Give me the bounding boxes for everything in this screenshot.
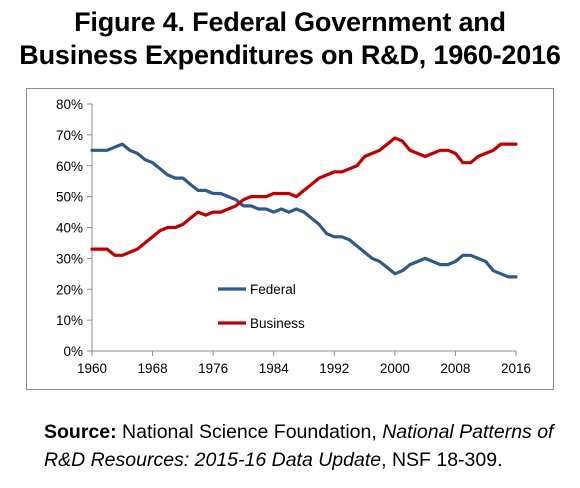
y-tick-label: 80%: [56, 97, 83, 112]
legend-label-business: Business: [250, 316, 305, 331]
x-tick-label: 1976: [198, 361, 228, 376]
title-line-1: Figure 4. Federal Government and: [74, 7, 506, 37]
legend-label-federal: Federal: [250, 282, 296, 297]
source-note: Source: National Science Foundation, Nat…: [44, 418, 574, 474]
source-text-1: National Science Foundation,: [116, 421, 383, 443]
y-tick-label: 60%: [56, 159, 83, 174]
x-tick-label: 1968: [138, 361, 168, 376]
series-line-federal: [90, 142, 518, 279]
source-label: Source:: [44, 421, 117, 443]
y-tick-label: 40%: [56, 221, 83, 236]
chart-frame: [26, 88, 554, 390]
title-line-2: Business Expenditures on R&D, 1960-2016: [19, 40, 561, 70]
x-tick-label: 1992: [319, 361, 349, 376]
chart-title: Figure 4. Federal Government and Busines…: [0, 6, 580, 72]
y-tick-label: 30%: [56, 251, 83, 266]
y-tick-label: 70%: [56, 128, 83, 143]
x-tick-label: 1984: [259, 361, 290, 376]
x-tick-label: 2008: [440, 361, 470, 376]
y-tick-label: 50%: [56, 190, 83, 205]
source-publication: National Patterns of R&D Resources: 2015…: [44, 421, 554, 471]
source-text-2: , NSF 18-309.: [381, 449, 503, 471]
legend-box: [215, 272, 327, 340]
series-line-business: [90, 136, 518, 257]
line-chart: 0% 10% 20% 30% 40% 50% 60% 70% 80% 1960 1968 1976 19…: [56, 97, 531, 376]
x-tick-label: 2000: [380, 361, 410, 376]
y-tick-label: 10%: [56, 313, 83, 328]
x-tick-label: 2016: [501, 361, 531, 376]
x-tick-label: 1960: [77, 361, 107, 376]
y-tick-label: 0%: [63, 344, 83, 359]
y-tick-label: 20%: [56, 282, 83, 297]
